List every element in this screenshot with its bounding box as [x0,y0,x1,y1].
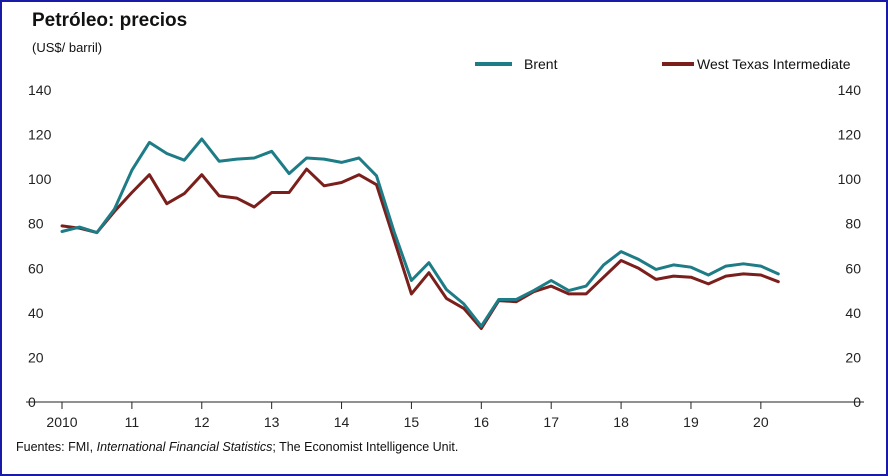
y-tick-label-left: 100 [28,171,52,187]
y-tick-label-right: 100 [838,171,862,187]
source-note: Fuentes: FMI, International Financial St… [16,440,458,454]
x-tick-label: 16 [474,414,490,430]
x-tick-label: 19 [683,414,699,430]
x-tick-label: 15 [404,414,420,430]
y-tick-label-right: 140 [838,82,862,98]
legend-label-wti: West Texas Intermediate [697,56,851,72]
y-tick-label-right: 20 [845,349,861,365]
legend: Brent West Texas Intermediate [475,56,851,72]
y-tick-label-left: 140 [28,82,52,98]
x-tick-label: 2010 [46,414,77,430]
x-tick-label: 12 [194,414,210,430]
y-tick-label-left: 80 [28,216,44,232]
y-tick-label-left: 60 [28,260,44,276]
x-tick-label: 13 [264,414,280,430]
y-tick-label-right: 60 [845,260,861,276]
source-suffix: ; The Economist Intelligence Unit. [272,440,459,454]
chart-title: Petróleo: precios [32,10,188,31]
series-line-wti [60,167,780,330]
chart-subtitle: (US$/ barril) [32,40,103,55]
y-tick-label-left: 20 [28,349,44,365]
source-italic: International Financial Statistics [96,440,273,454]
y-tick-label-right: 40 [845,305,861,321]
x-tick-label: 18 [613,414,629,430]
y-tick-label-left: 40 [28,305,44,321]
y-tick-label-right: 120 [838,127,862,143]
x-tick-label: 17 [543,414,559,430]
x-tick-label: 14 [334,414,350,430]
x-tick-label: 20 [753,414,769,430]
y-tick-label-right: 80 [845,216,861,232]
axes: 0 0 20 20 40 40 60 60 80 80 100 100 120 120 140 140 2010… [26,82,864,430]
x-tick-label: 11 [125,414,140,430]
series-line-brent [60,137,780,328]
legend-label-brent: Brent [524,56,558,72]
source-prefix: Fuentes: FMI, [16,440,97,454]
y-tick-label-left: 0 [28,394,36,410]
y-tick-label-right: 0 [853,394,861,410]
y-tick-label-left: 120 [28,127,52,143]
series-layer [60,137,780,330]
